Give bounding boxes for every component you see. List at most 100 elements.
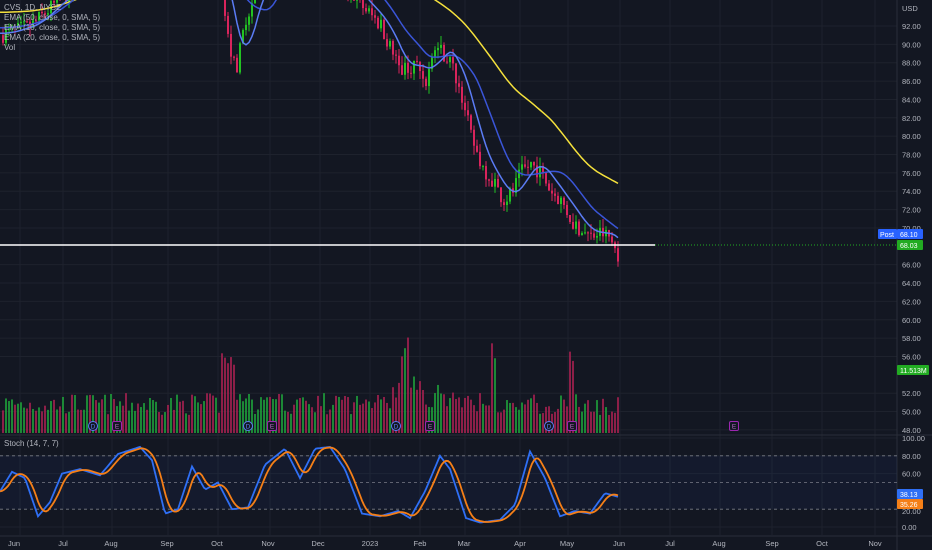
volume-bar (398, 382, 400, 433)
dividend-marker[interactable]: D (391, 421, 401, 431)
volume-bar (593, 411, 595, 433)
volume-bar (119, 401, 121, 433)
earnings-marker[interactable]: E (267, 421, 277, 431)
candle-body (563, 197, 565, 205)
volume-bar (239, 394, 241, 433)
candle-body (248, 16, 250, 25)
price-tick-label: 62.00 (902, 297, 921, 306)
volume-bar (602, 398, 604, 433)
candle-body (494, 178, 496, 187)
price-tick-label: 84.00 (902, 95, 921, 104)
volume-bar (401, 356, 403, 433)
candle-body (530, 161, 532, 168)
candle-body (479, 151, 481, 167)
volume-bar (434, 393, 436, 433)
candle-body (533, 161, 535, 166)
dividend-marker[interactable]: D (243, 421, 253, 431)
candle-body (434, 50, 436, 58)
stoch-legend[interactable]: Stoch (14, 7, 7) (4, 439, 59, 448)
candle-body (500, 187, 502, 203)
candle-body (455, 63, 457, 84)
candle-body (362, 0, 364, 9)
candle-body (506, 201, 508, 206)
volume-bar (515, 407, 517, 433)
price-tick-label: 70.00 (902, 224, 921, 233)
candle-body (23, 21, 25, 23)
dividend-marker[interactable]: D (544, 421, 554, 431)
candle-body (239, 43, 241, 73)
volume-bar (14, 404, 16, 433)
volume-bar (257, 409, 259, 433)
candle-body (410, 72, 412, 74)
price-tick-label: 60.00 (902, 316, 921, 325)
volume-bar (449, 398, 451, 433)
volume-bar (533, 394, 535, 433)
legend-symbol[interactable]: CVS, 1D, NYSE (4, 3, 62, 12)
volume-bar (26, 408, 28, 433)
volume-bar (32, 408, 34, 433)
volume-bar (92, 395, 94, 433)
volume-bar (446, 406, 448, 433)
earnings-marker[interactable]: E (729, 421, 739, 431)
time-tick-label: Mar (458, 539, 471, 548)
candle-body (548, 183, 550, 191)
volume-bar (77, 409, 79, 433)
earnings-marker[interactable]: E (425, 421, 435, 431)
ema20-line (0, 0, 619, 230)
stochastic-pane (0, 445, 897, 524)
volume-bar (248, 393, 250, 433)
volume-bar (578, 406, 580, 433)
volume-bar (365, 399, 367, 433)
earnings-marker[interactable]: E (567, 421, 577, 431)
candle-body (461, 86, 463, 103)
stoch-k-value: 38.13 (900, 492, 918, 499)
legend-ema20[interactable]: EMA (20, close, 0, SMA, 5) (4, 33, 101, 42)
volume-bar (8, 401, 10, 433)
volume-bar (572, 360, 574, 433)
volume-bar (5, 398, 7, 433)
volume-bar (137, 403, 139, 433)
candle-body (35, 20, 37, 22)
volume-bar (224, 357, 226, 433)
volume-bar (437, 384, 439, 433)
volume-bar (332, 404, 334, 433)
volume-bar (71, 394, 73, 433)
candle-body (557, 195, 559, 204)
volume-bar (149, 397, 151, 433)
volume-bar (326, 414, 328, 433)
dividend-marker[interactable]: D (88, 421, 98, 431)
dividend-marker-circle (243, 421, 253, 431)
volume-bar (428, 407, 430, 433)
volume-bar (407, 337, 409, 433)
candle-body (524, 164, 526, 167)
earnings-marker-box (425, 421, 435, 431)
candle-body (473, 129, 475, 146)
earnings-marker[interactable]: E (112, 421, 122, 431)
volume-bar (59, 406, 61, 433)
candle-body (509, 188, 511, 202)
volume-bar (140, 407, 142, 433)
legend-ema50[interactable]: EMA (50, close, 0, SMA, 5) (4, 13, 101, 22)
legend-ema10[interactable]: EMA (10, close, 0, SMA, 5) (4, 23, 101, 32)
volume-bar (317, 395, 319, 433)
volume-bar (479, 393, 481, 433)
volume-bar (557, 408, 559, 433)
volume-bar (152, 400, 154, 433)
volume-bar (560, 395, 562, 433)
volume-bar (176, 394, 178, 433)
volume-bar (212, 395, 214, 433)
volume-bar (341, 399, 343, 433)
volume-bar (101, 399, 103, 433)
volume-bar (338, 396, 340, 433)
candle-body (356, 0, 358, 1)
volume-bar (536, 402, 538, 433)
legend-volume[interactable]: Vol (4, 43, 16, 52)
volume-bar (503, 409, 505, 433)
candle-body (488, 179, 490, 181)
stoch-k-line (0, 445, 619, 524)
candle-body (47, 13, 49, 15)
volume-bar (122, 405, 124, 433)
earnings-marker-box (567, 421, 577, 431)
